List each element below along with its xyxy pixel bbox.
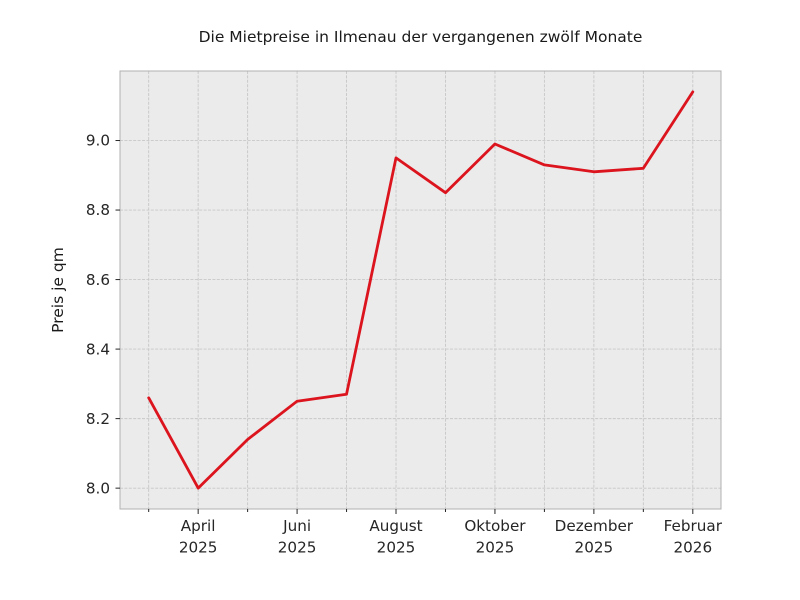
x-tick-label-month: Oktober xyxy=(464,517,526,535)
y-tick-label: 8.8 xyxy=(86,201,110,219)
y-tick-label: 8.6 xyxy=(86,271,110,289)
data-line xyxy=(147,90,695,490)
y-tick-label: 8.2 xyxy=(86,410,110,428)
plot-border xyxy=(119,70,722,510)
chart-title: Die Mietpreise in Ilmenau der vergangene… xyxy=(198,28,643,46)
x-tick-label-month: April xyxy=(181,517,216,535)
x-tick-label-year: 2025 xyxy=(575,539,614,557)
x-tick-label-year: 2025 xyxy=(476,539,515,557)
x-tick-label-year: 2025 xyxy=(377,539,416,557)
x-tick-label-year: 2025 xyxy=(179,539,218,557)
x-tick-label-year: 2026 xyxy=(673,539,712,557)
y-tick-label: 8.4 xyxy=(86,340,110,358)
x-tick-label-year: 2025 xyxy=(278,539,317,557)
x-tick-label-month: August xyxy=(369,517,422,535)
y-tick-label: 9.0 xyxy=(86,132,110,150)
x-tick-label-month: Juni xyxy=(282,517,311,535)
y-tick-label: 8.0 xyxy=(86,479,110,497)
x-tick-label-month: Februar xyxy=(664,517,723,535)
x-tick-label-month: Dezember xyxy=(555,517,634,535)
plot-area xyxy=(120,71,721,509)
